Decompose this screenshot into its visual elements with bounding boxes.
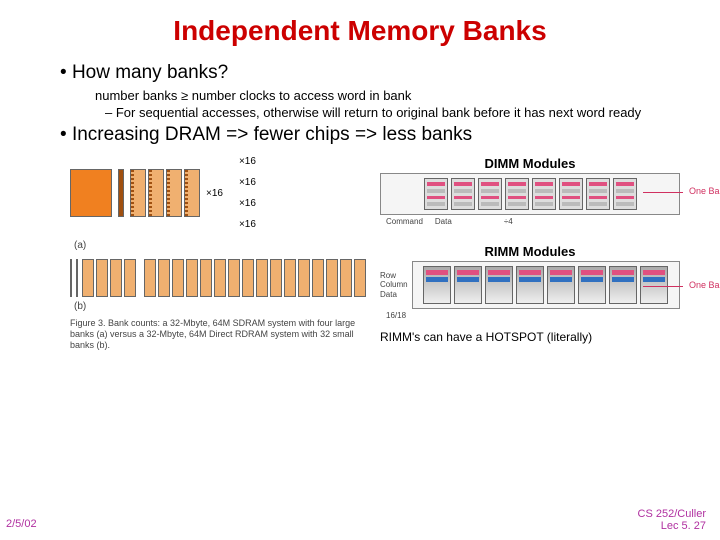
- footer-course: CS 252/Culler Lec 5. 27: [638, 508, 706, 532]
- dimm-title: DIMM Modules: [380, 156, 680, 171]
- cpu-block-a: [70, 169, 112, 217]
- cpu-stripe-a: [118, 169, 124, 217]
- label-a: (a): [74, 240, 360, 251]
- dimm-labels: Command Data ÷4: [386, 217, 680, 226]
- rimm-side-labels: Row Column Data: [380, 271, 408, 300]
- bullet-1-sub2: For sequential accesses, otherwise will …: [105, 105, 680, 120]
- section-b: [70, 259, 360, 297]
- label-b: (b): [74, 301, 360, 312]
- x16-stack: ×16 ×16 ×16 ×16: [239, 156, 256, 230]
- section-a: ×16 ×16 ×16 ×16 ×16: [70, 156, 360, 230]
- hotspot-note: RIMM's can have a HOTSPOT (literally): [380, 330, 680, 344]
- dimm-bank-tag: One Bank: [689, 186, 720, 196]
- slide: Independent Memory Banks How many banks?…: [0, 0, 720, 350]
- footer-date: 2/5/02: [6, 518, 37, 530]
- bullet-1: How many banks?: [60, 62, 680, 84]
- rimm-foot-label: 16/18: [386, 311, 680, 320]
- diagram-row: ×16 ×16 ×16 ×16 ×16 (a): [40, 156, 680, 350]
- slide-title: Independent Memory Banks: [40, 15, 680, 47]
- cpu-stripe-b: [76, 259, 78, 297]
- bullet-2: Increasing DRAM => fewer chips => less b…: [60, 124, 680, 146]
- bullet-1-sub1: number banks ≥ number clocks to access w…: [95, 88, 680, 103]
- rimm-title: RIMM Modules: [380, 244, 680, 259]
- bank-group-a1: [130, 169, 200, 217]
- figure-caption: Figure 3. Bank counts: a 32-Mbyte, 64M S…: [70, 318, 360, 350]
- x16-labels: ×16: [206, 188, 223, 199]
- dimm-module: One Bank: [380, 173, 680, 215]
- rimm-bank-tag: One Bank: [689, 280, 720, 290]
- cpu-block-b: [70, 259, 72, 297]
- left-diagram: ×16 ×16 ×16 ×16 ×16 (a): [70, 156, 360, 350]
- rimm-module: One Bank: [412, 261, 680, 309]
- right-diagram: DIMM Modules One Bank Command Data ÷4 RI…: [380, 156, 680, 350]
